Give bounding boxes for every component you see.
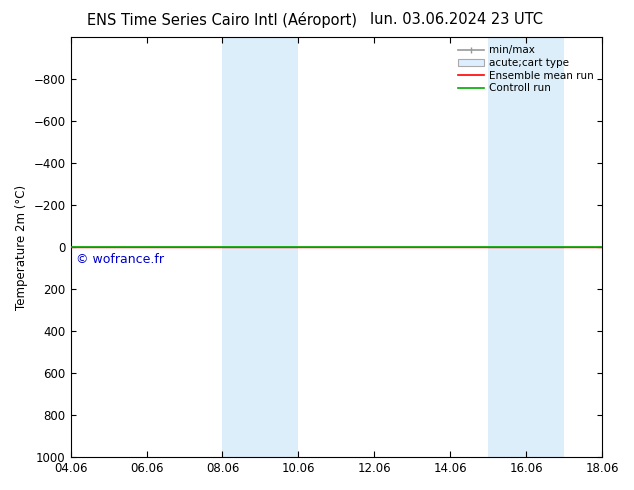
Text: © wofrance.fr: © wofrance.fr xyxy=(76,253,164,267)
Bar xyxy=(223,37,299,457)
Text: lun. 03.06.2024 23 UTC: lun. 03.06.2024 23 UTC xyxy=(370,12,543,27)
Y-axis label: Temperature 2m (°C): Temperature 2m (°C) xyxy=(15,185,28,310)
Text: ENS Time Series Cairo Intl (Aéroport): ENS Time Series Cairo Intl (Aéroport) xyxy=(87,12,357,28)
Legend: min/max, acute;cart type, Ensemble mean run, Controll run: min/max, acute;cart type, Ensemble mean … xyxy=(455,42,597,97)
Bar xyxy=(488,37,564,457)
